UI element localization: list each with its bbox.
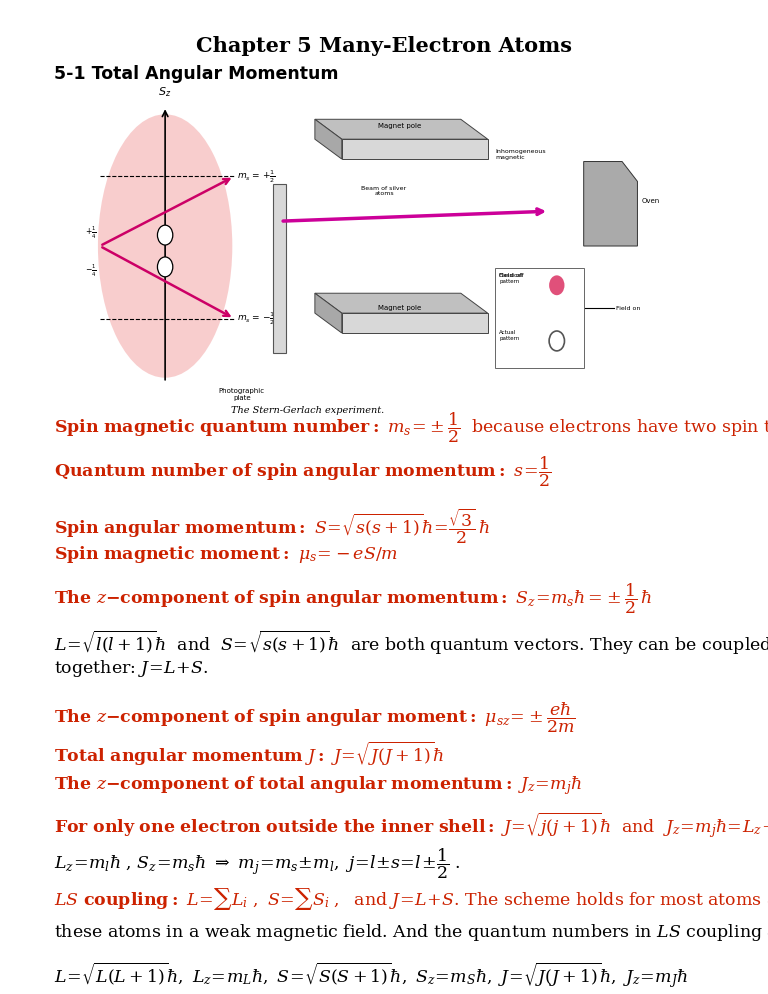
Text: Magnet pole: Magnet pole <box>378 123 421 129</box>
Text: $m_s=-\!\frac{1}{2}$: $m_s=-\!\frac{1}{2}$ <box>237 310 276 327</box>
Text: $+\frac{1}{4}$: $+\frac{1}{4}$ <box>84 225 97 242</box>
Text: Inhomogeneous
magnetic: Inhomogeneous magnetic <box>495 149 546 160</box>
Polygon shape <box>315 119 488 139</box>
Text: $\mathbf{Quantum\ number\ of\ spin\ angular\ momentum:}$$\ s\!=\!\dfrac{1}{2}$: $\mathbf{Quantum\ number\ of\ spin\ angu… <box>54 454 551 489</box>
Text: $\mathbf{The}\ z\mathbf{-component\ of\ total\ angular\ momentum:}\ J_z\!=\! m_j: $\mathbf{The}\ z\mathbf{-component\ of\ … <box>54 774 582 797</box>
Text: Oven: Oven <box>641 198 660 205</box>
Circle shape <box>157 225 173 245</box>
Circle shape <box>549 275 564 295</box>
Text: $\mathbf{Total\ angular\ momentum}\ J\mathbf{:}\ J\!=\!\sqrt{J(J+1)}\hbar$: $\mathbf{Total\ angular\ momentum}\ J\ma… <box>54 740 444 767</box>
Polygon shape <box>342 139 488 159</box>
Text: 5-1 Total Angular Momentum: 5-1 Total Angular Momentum <box>54 65 338 83</box>
Text: Photographic
plate: Photographic plate <box>219 388 265 401</box>
Text: $\mathbf{The}\ z\mathbf{-component\ of\ spin\ angular\ momentum:}\ S_z\!=\!m_s\h: $\mathbf{The}\ z\mathbf{-component\ of\ … <box>54 581 651 616</box>
Text: $S_z$: $S_z$ <box>158 85 172 99</box>
Polygon shape <box>584 161 637 247</box>
Text: $\mathbf{Spin\ magnetic\ moment:}\ \mu_s\!=\!-eS/m$: $\mathbf{Spin\ magnetic\ moment:}\ \mu_s… <box>54 544 398 565</box>
Text: Field off: Field off <box>499 273 524 278</box>
Text: $\mathbf{For\ only\ one\ electron\ outside\ the\ inner\ shell:}\ J\!=\!\sqrt{j(j: $\mathbf{For\ only\ one\ electron\ outsi… <box>54 810 768 840</box>
Polygon shape <box>315 293 342 333</box>
Polygon shape <box>342 313 488 333</box>
Text: Classical
pattern: Classical pattern <box>499 273 523 284</box>
Text: Chapter 5 Many-Electron Atoms: Chapter 5 Many-Electron Atoms <box>196 36 572 56</box>
Text: Magnet pole: Magnet pole <box>378 305 421 311</box>
Text: Actual
pattern: Actual pattern <box>499 330 519 341</box>
Text: $L\!=\!\sqrt{L(L+1)}\hbar$$,\ L_z\!=\!m_L\hbar$$,\ S\!=\!\sqrt{S(S+1)}\hbar$$,\ : $L\!=\!\sqrt{L(L+1)}\hbar$$,\ L_z\!=\!m_… <box>54 960 688 990</box>
Text: $L\!=\!\sqrt{l(l+1)}\hbar$  and  $S\!=\!\sqrt{s(s+1)}\hbar$  are both quantum ve: $L\!=\!\sqrt{l(l+1)}\hbar$ and $S\!=\!\s… <box>54 629 768 657</box>
Text: $L_z\!=\!m_l\hbar$ , $S_z\!=\!m_s\hbar$$\ \Rightarrow\ m_j\!=\!m_s\!\pm\! m_l,\ : $L_z\!=\!m_l\hbar$ , $S_z\!=\!m_s\hbar$$… <box>54 847 461 882</box>
Circle shape <box>549 331 564 351</box>
Text: Beam of silver
atoms: Beam of silver atoms <box>362 186 406 197</box>
Text: $\mathbf{Spin\ angular\ momentum:}$$\ S\!=\!\sqrt{s(s+1)}\hbar\!=\!\dfrac{\sqrt{: $\mathbf{Spin\ angular\ momentum:}$$\ S\… <box>54 507 490 547</box>
Text: $\mathit{LS}\ \mathbf{coupling:}\ L\!=\!\sum L_i\ ,\ S\!=\!\sum S_i\ ,$  and $J\: $\mathit{LS}\ \mathbf{coupling:}\ L\!=\!… <box>54 886 768 911</box>
Text: $m_s=+\!\frac{1}{2}$: $m_s=+\!\frac{1}{2}$ <box>237 168 276 185</box>
Bar <box>495 268 584 368</box>
Bar <box>273 184 286 353</box>
Text: together: $J\!=\!L\!+\!S$.: together: $J\!=\!L\!+\!S$. <box>54 658 208 679</box>
Text: Field on: Field on <box>616 305 641 311</box>
Text: these atoms in a weak magnetic field. And the quantum numbers in $\mathit{LS}$ c: these atoms in a weak magnetic field. An… <box>54 922 768 943</box>
Polygon shape <box>315 293 488 313</box>
Circle shape <box>157 256 173 276</box>
Text: $-\frac{1}{4}$: $-\frac{1}{4}$ <box>84 262 97 279</box>
Ellipse shape <box>98 114 232 378</box>
Text: The Stern-Gerlach experiment.: The Stern-Gerlach experiment. <box>230 406 384 414</box>
Polygon shape <box>315 119 342 159</box>
Text: $\mathbf{The}\ z\mathbf{-component\ of\ spin\ angular\ moment:}\ \mu_{sz}\!=\!\p: $\mathbf{The}\ z\mathbf{-component\ of\ … <box>54 701 575 736</box>
Text: $\mathbf{Spin\ magnetic\ quantum\ number:}$$\ m_s\!=\!\pm\dfrac{1}{2}\ $ because: $\mathbf{Spin\ magnetic\ quantum\ number… <box>54 411 768 445</box>
